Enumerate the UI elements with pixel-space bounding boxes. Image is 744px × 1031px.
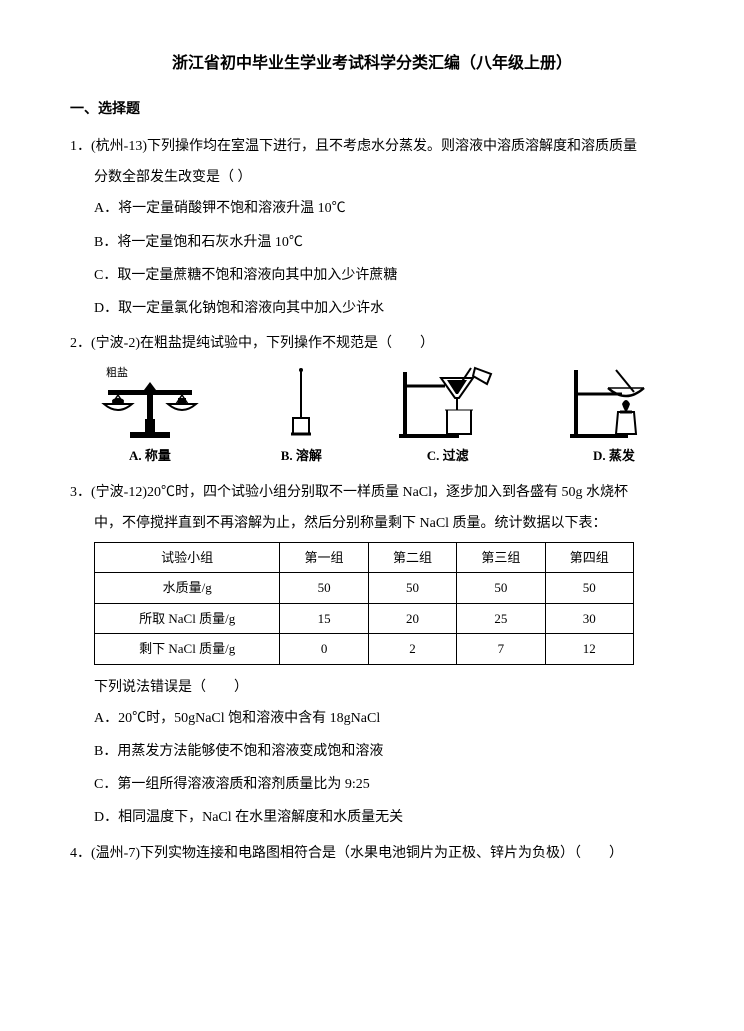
q4-stem: 4．(温州-7)下列实物连接和电路图相符合是（水果电池铜片为正极、锌片为负极）（…: [70, 841, 674, 866]
q1-option-a: A．将一定量硝酸钾不饱和溶液升温 10℃: [70, 196, 674, 221]
table-cell: 剩下 NaCl 质量/g: [95, 634, 280, 664]
q3-option-d: D．相同温度下，NaCl 在水里溶解度和水质量无关: [70, 805, 674, 830]
q3-data-table: 试验小组 第一组 第二组 第三组 第四组 水质量/g 50 50 50 50 所…: [94, 542, 634, 665]
q1-option-d: D．取一定量氯化钠饱和溶液向其中加入少许水: [70, 296, 674, 321]
q2-label-c: C. 过滤: [393, 444, 503, 467]
q2-figure-d: D. 蒸发: [564, 364, 664, 467]
q2-figure-c: C. 过滤: [393, 364, 503, 467]
q3-subprompt: 下列说法错误是（ ）: [70, 675, 674, 700]
q2-label-d: D. 蒸发: [564, 444, 664, 467]
q2-label-b: B. 溶解: [271, 444, 331, 467]
table-header: 第四组: [545, 543, 633, 573]
question-1: 1．(杭州-13)下列操作均在室温下进行，且不考虑水分蒸发。则溶液中溶质溶解度和…: [70, 134, 674, 321]
table-row: 所取 NaCl 质量/g 15 20 25 30: [95, 603, 634, 633]
document-page: 浙江省初中毕业生学业考试科学分类汇编（八年级上册） 一、选择题 1．(杭州-13…: [0, 0, 744, 1031]
table-header: 第三组: [457, 543, 545, 573]
balance-icon: 粗盐: [90, 364, 210, 442]
question-2: 2．(宁波-2)在粗盐提纯试验中，下列操作不规范是（ ） 粗盐: [70, 331, 674, 468]
table-row: 剩下 NaCl 质量/g 0 2 7 12: [95, 634, 634, 664]
table-cell: 50: [280, 573, 368, 603]
table-cell: 50: [545, 573, 633, 603]
table-cell: 30: [545, 603, 633, 633]
q1-option-b: B．将一定量饱和石灰水升温 10℃: [70, 230, 674, 255]
q3-stem-line1: 3．(宁波-12)20℃时，四个试验小组分别取不一样质量 NaCl，逐步加入到各…: [70, 480, 674, 505]
filter-icon: [393, 364, 503, 442]
question-3: 3．(宁波-12)20℃时，四个试验小组分别取不一样质量 NaCl，逐步加入到各…: [70, 480, 674, 831]
q3-option-c: C．第一组所得溶液溶质和溶剂质量比为 9:25: [70, 772, 674, 797]
q3-option-a: A．20℃时，50gNaCl 饱和溶液中含有 18gNaCl: [70, 706, 674, 731]
document-title: 浙江省初中毕业生学业考试科学分类汇编（八年级上册）: [70, 50, 674, 79]
evaporate-icon: [564, 364, 664, 442]
question-4: 4．(温州-7)下列实物连接和电路图相符合是（水果电池铜片为正极、锌片为负极）（…: [70, 841, 674, 866]
table-cell: 2: [368, 634, 456, 664]
salt-label: 粗盐: [106, 366, 128, 379]
dissolve-icon: [271, 364, 331, 442]
table-header: 试验小组: [95, 543, 280, 573]
q1-stem-line2: 分数全部发生改变是（ ）: [70, 165, 674, 190]
q2-label-a: A. 称量: [90, 444, 210, 467]
table-cell: 水质量/g: [95, 573, 280, 603]
q2-figure-row: 粗盐: [90, 364, 664, 467]
q3-stem-line2: 中，不停搅拌直到不再溶解为止，然后分别称量剩下 NaCl 质量。统计数据以下表：: [70, 511, 674, 536]
table-header: 第一组: [280, 543, 368, 573]
table-cell: 25: [457, 603, 545, 633]
table-cell: 50: [457, 573, 545, 603]
table-cell: 0: [280, 634, 368, 664]
q1-option-c: C．取一定量蔗糖不饱和溶液向其中加入少许蔗糖: [70, 263, 674, 288]
q2-figure-b: B. 溶解: [271, 364, 331, 467]
table-header: 第二组: [368, 543, 456, 573]
table-cell: 50: [368, 573, 456, 603]
q2-figure-a: 粗盐: [90, 364, 210, 467]
q3-option-b: B．用蒸发方法能够使不饱和溶液变成饱和溶液: [70, 739, 674, 764]
table-cell: 7: [457, 634, 545, 664]
table-cell: 20: [368, 603, 456, 633]
table-cell: 12: [545, 634, 633, 664]
table-row: 水质量/g 50 50 50 50: [95, 573, 634, 603]
table-cell: 所取 NaCl 质量/g: [95, 603, 280, 633]
table-row: 试验小组 第一组 第二组 第三组 第四组: [95, 543, 634, 573]
section-heading-1: 一、选择题: [70, 97, 674, 122]
table-cell: 15: [280, 603, 368, 633]
q1-stem-line1: 1．(杭州-13)下列操作均在室温下进行，且不考虑水分蒸发。则溶液中溶质溶解度和…: [70, 134, 674, 159]
q2-stem: 2．(宁波-2)在粗盐提纯试验中，下列操作不规范是（ ）: [70, 331, 674, 356]
